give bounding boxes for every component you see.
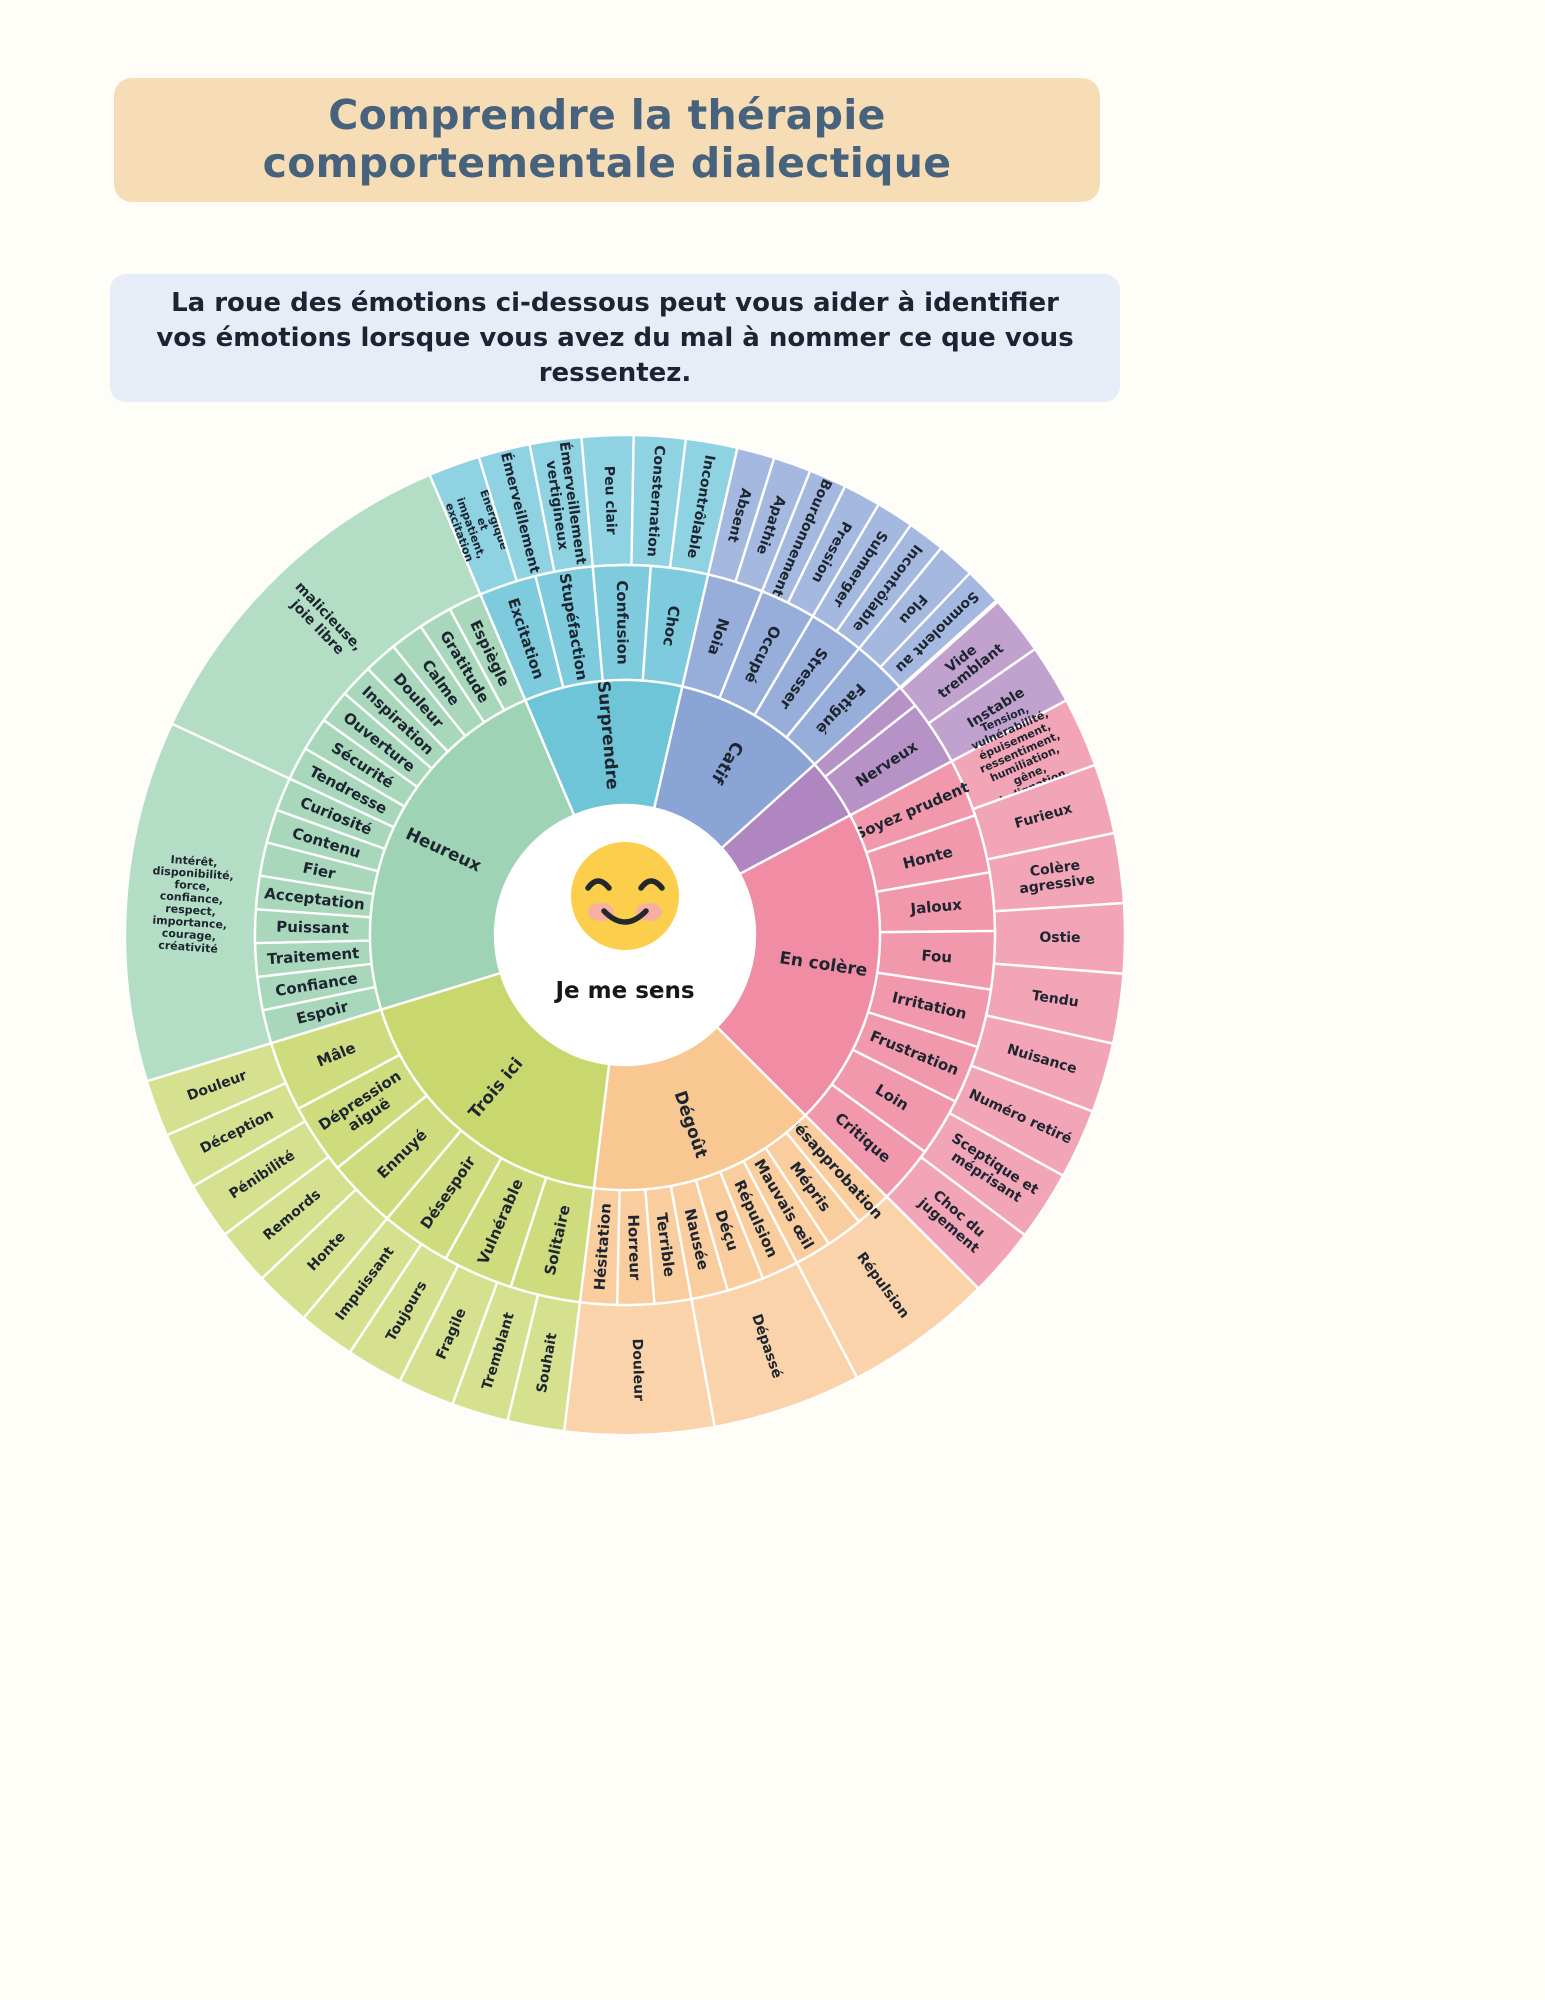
emotion-wheel[interactable]: Sans défenseEffrayantSubmergerInquiétude…	[120, 430, 1130, 1440]
page-title-card: Comprendre la thérapie comportementale d…	[114, 78, 1100, 202]
inner-wedge-dégoût[interactable]	[592, 1025, 808, 1192]
inner-wedge-en-colère[interactable]	[715, 813, 882, 1118]
middle-ring[interactable]: EffrayéAnxieuxPrécaireFaibleTremblantNer…	[253, 563, 997, 1307]
outer-label-1-4: Tendu	[1031, 988, 1080, 1011]
outer-label-1-3: Ostie	[1039, 930, 1080, 946]
outer-ring[interactable]: Sans défenseEffrayantSubmergerInquiétude…	[123, 433, 1127, 1437]
middle-label-1-3: Fou	[921, 946, 953, 966]
outer-label-4-0: Intérêt,disponibilité,force,confiance,re…	[147, 852, 235, 957]
middle-label-4-3: Puissant	[276, 917, 349, 937]
subtitle-card: La roue des émotions ci-dessous peut vou…	[110, 274, 1120, 403]
page-title: Comprendre la thérapie comportementale d…	[262, 91, 952, 187]
middle-label-5-3: Choc	[660, 604, 684, 647]
hub-label: Je me sens	[553, 978, 694, 1004]
middle-label-2-7: Horreur	[625, 1214, 645, 1281]
inner-wedge-heureux[interactable]	[368, 698, 576, 1012]
subtitle-text: La roue des émotions ci-dessous peut vou…	[156, 288, 1074, 388]
middle-label-1-2: Jaloux	[909, 895, 963, 918]
middle-label-5-2: Confusion	[613, 580, 632, 664]
smiling-face-icon	[571, 842, 679, 950]
outer-label-5-3: Peu clair	[601, 466, 619, 535]
inner-wedge-mauvais[interactable]	[652, 685, 817, 850]
outer-label-5-4: Consternation	[643, 445, 667, 558]
emotion-wheel-svg[interactable]: Sans défenseEffrayantSubmergerInquiétude…	[120, 430, 1130, 1440]
outer-label-2-2: Douleur	[629, 1338, 647, 1401]
inner-wedge-triste[interactable]	[379, 971, 611, 1190]
